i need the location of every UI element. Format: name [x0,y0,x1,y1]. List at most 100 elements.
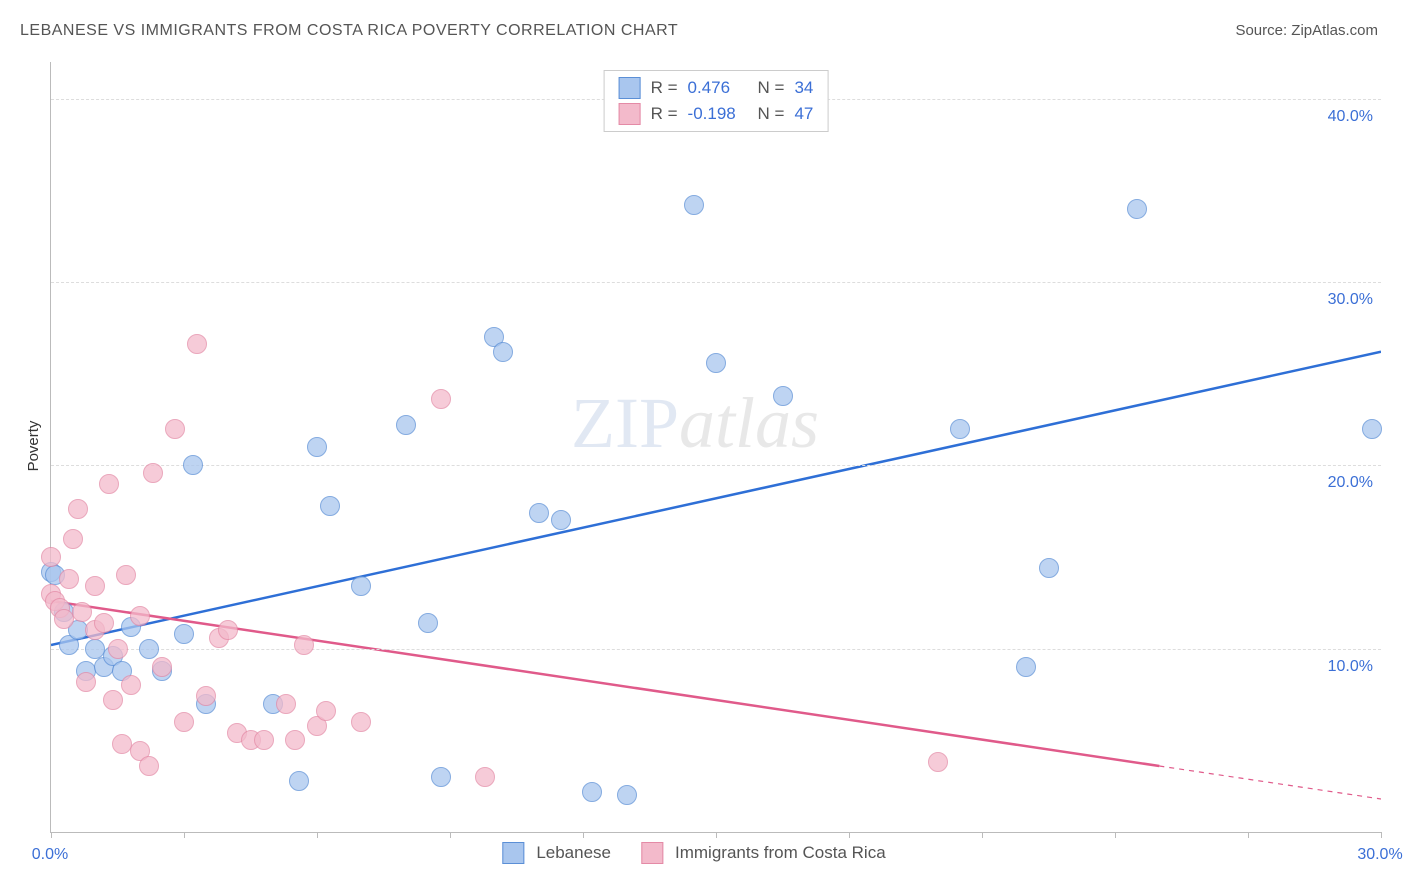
y-tick-label: 40.0% [1328,108,1373,126]
scatter-point [72,602,92,622]
x-tick [849,832,850,838]
scatter-point [68,499,88,519]
scatter-point [41,547,61,567]
r-label: R = [651,104,678,124]
scatter-point [316,701,336,721]
x-tick [317,832,318,838]
scatter-point [1127,199,1147,219]
r-value: -0.198 [688,104,748,124]
watermark-atlas: atlas [679,383,819,463]
scatter-point [174,712,194,732]
x-tick-label: 0.0% [32,846,68,864]
gridline [51,282,1381,283]
scatter-point [139,756,159,776]
n-value: 34 [794,78,813,98]
scatter-point [1362,419,1382,439]
gridline [51,465,1381,466]
scatter-point [130,606,150,626]
gridline [51,649,1381,650]
scatter-point [1039,558,1059,578]
y-tick-label: 20.0% [1328,474,1373,492]
scatter-point [183,455,203,475]
n-label: N = [758,104,785,124]
scatter-point [529,503,549,523]
scatter-point [493,342,513,362]
x-tick [51,832,52,838]
scatter-point [320,496,340,516]
scatter-point [396,415,416,435]
correlation-legend-row: R = 0.476 N = 34 [619,75,814,101]
legend-swatch [641,842,663,864]
legend-swatch [619,103,641,125]
scatter-point [143,463,163,483]
scatter-point [59,569,79,589]
scatter-point [174,624,194,644]
x-tick-label: 30.0% [1357,846,1402,864]
scatter-point [285,730,305,750]
x-tick [450,832,451,838]
scatter-point [617,785,637,805]
regression-lines [51,62,1381,832]
plot-area: ZIPatlas 10.0% 20.0% 30.0% 40.0% R = 0.476 N =… [50,62,1381,833]
scatter-point [1016,657,1036,677]
scatter-point [706,353,726,373]
scatter-point [684,195,704,215]
scatter-point [85,576,105,596]
scatter-point [950,419,970,439]
r-label: R = [651,78,678,98]
watermark-zip: ZIP [571,383,679,463]
scatter-point [103,690,123,710]
scatter-point [218,620,238,640]
x-tick [716,832,717,838]
scatter-point [307,437,327,457]
chart-title: LEBANESE VS IMMIGRANTS FROM COSTA RICA P… [20,22,678,40]
series-legend: Lebanese Immigrants from Costa Rica [502,842,903,864]
r-value: 0.476 [688,78,748,98]
scatter-point [475,767,495,787]
scatter-point [139,639,159,659]
scatter-point [351,576,371,596]
scatter-point [196,686,216,706]
legend-swatch [619,77,641,99]
n-value: 47 [794,104,813,124]
legend-label: Lebanese [536,843,611,863]
scatter-point [551,510,571,530]
legend-label: Immigrants from Costa Rica [675,843,886,863]
scatter-point [121,675,141,695]
scatter-point [99,474,119,494]
scatter-point [108,639,128,659]
scatter-point [152,657,172,677]
x-tick [982,832,983,838]
scatter-point [187,334,207,354]
scatter-point [431,767,451,787]
scatter-point [94,613,114,633]
y-tick-label: 30.0% [1328,291,1373,309]
source-label: Source: ZipAtlas.com [1235,22,1378,39]
scatter-point [165,419,185,439]
chart-container: LEBANESE VS IMMIGRANTS FROM COSTA RICA P… [0,0,1406,892]
scatter-point [76,672,96,692]
correlation-legend-row: R = -0.198 N = 47 [619,101,814,127]
scatter-point [276,694,296,714]
scatter-point [418,613,438,633]
y-axis-label: Poverty [25,421,42,472]
scatter-point [431,389,451,409]
scatter-point [116,565,136,585]
n-label: N = [758,78,785,98]
correlation-legend: R = 0.476 N = 34 R = -0.198 N = 47 [604,70,829,132]
scatter-point [289,771,309,791]
x-tick [1248,832,1249,838]
x-tick [184,832,185,838]
scatter-point [582,782,602,802]
x-tick [1381,832,1382,838]
legend-swatch [502,842,524,864]
scatter-point [351,712,371,732]
x-tick [1115,832,1116,838]
y-tick-label: 10.0% [1328,658,1373,676]
scatter-point [254,730,274,750]
scatter-point [773,386,793,406]
x-tick [583,832,584,838]
scatter-point [63,529,83,549]
scatter-point [928,752,948,772]
scatter-point [294,635,314,655]
